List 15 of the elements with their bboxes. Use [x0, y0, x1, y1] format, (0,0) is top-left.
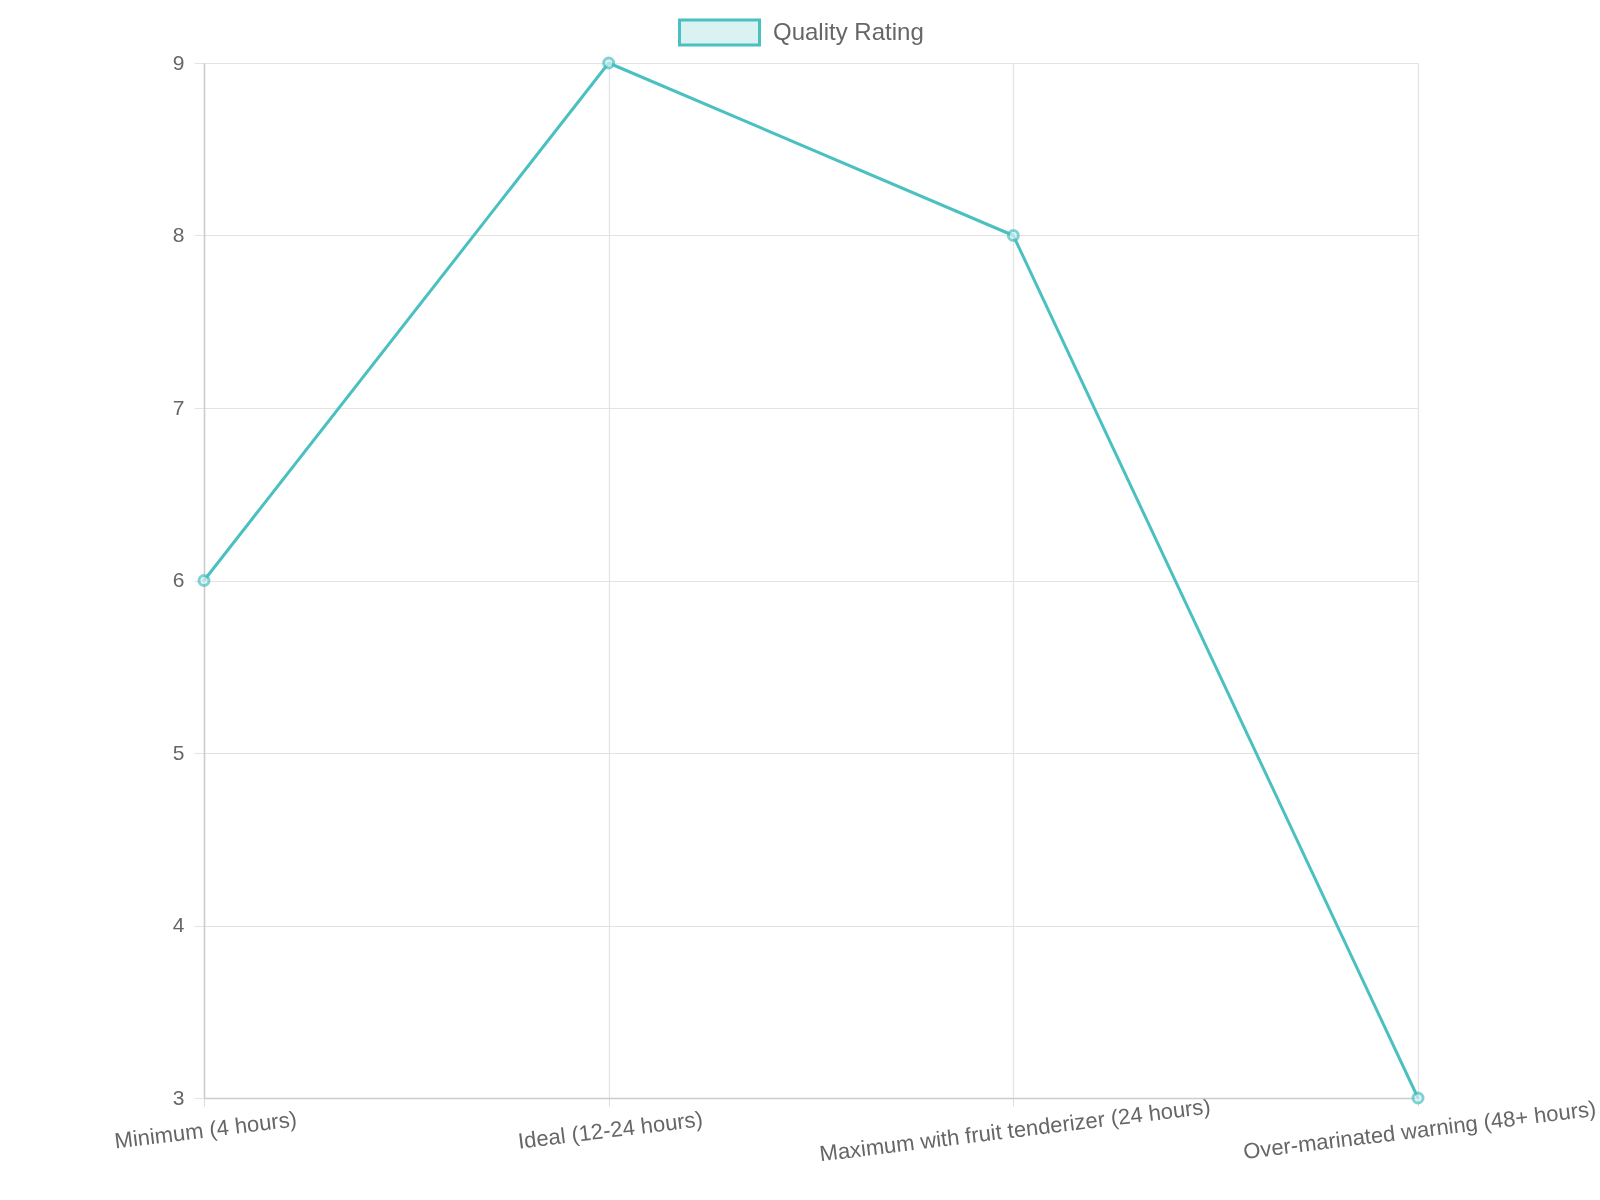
- y-tick-label: 4: [172, 913, 185, 936]
- point: [602, 56, 616, 70]
- y-tick-label: 5: [172, 740, 185, 764]
- x-tick-label: Minimum (4 hours): [113, 1106, 299, 1154]
- y-tick-label: 3: [172, 1085, 185, 1109]
- legend-label: Quality Rating: [773, 17, 924, 45]
- y-tick-label: 7: [172, 395, 185, 419]
- point: [1411, 1091, 1425, 1105]
- point: [1006, 229, 1020, 242]
- x-tick-label: Over-marinated warning (48+ hours): [1241, 1095, 1598, 1164]
- x-tick-label: Maximum with fruit tenderizer (24 hours): [818, 1093, 1212, 1167]
- y-tick-label: 6: [172, 568, 185, 591]
- y-tick-label: 9: [172, 50, 185, 74]
- x-tick-label: Ideal (12-24 hours): [516, 1106, 705, 1154]
- y-tick-label: 8: [172, 223, 185, 246]
